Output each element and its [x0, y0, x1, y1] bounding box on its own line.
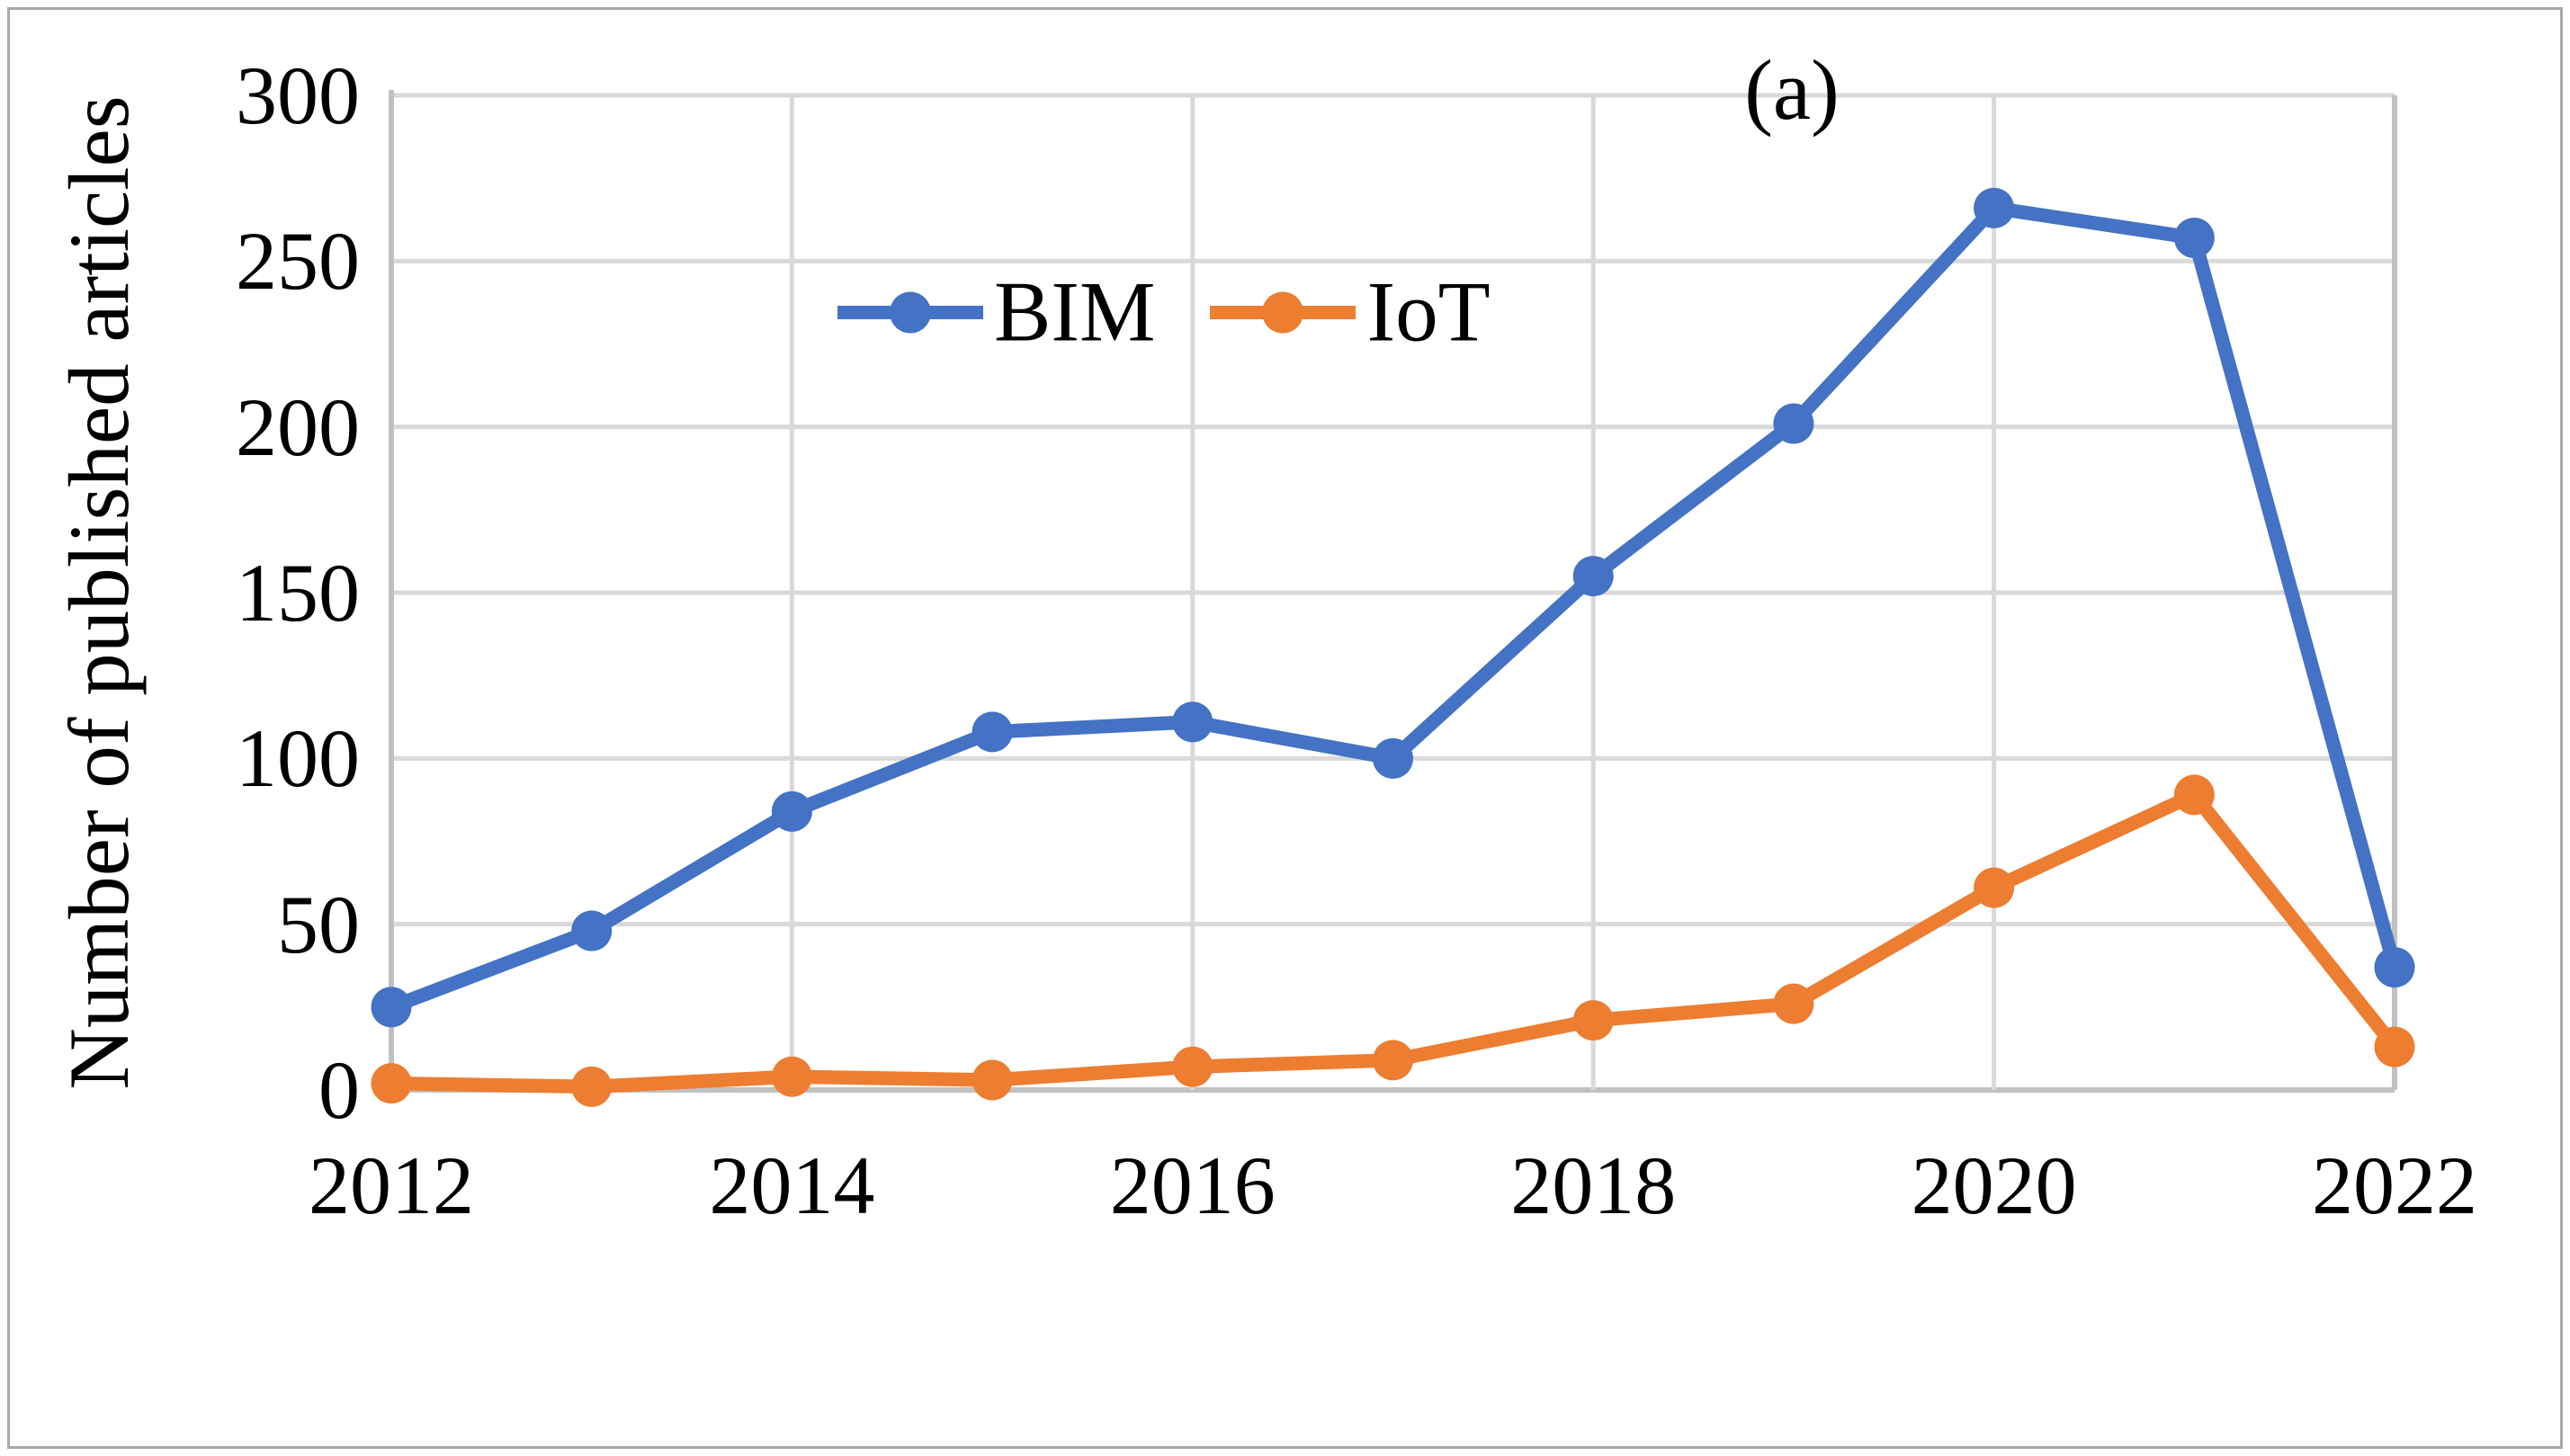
- legend-item-iot: IoT: [1210, 264, 1491, 360]
- bim-data-point-2017: [1373, 737, 1413, 779]
- y-tick-label-100: 100: [236, 712, 360, 805]
- x-tick-label-2014: 2014: [709, 1139, 875, 1231]
- x-tick-label-2018: 2018: [1510, 1139, 1677, 1231]
- iot-data-point-2012: [371, 1063, 412, 1104]
- x-tick-label-2020: 2020: [1911, 1139, 2077, 1231]
- iot-data-point-2016: [1172, 1046, 1213, 1087]
- bim-data-point-2015: [972, 711, 1013, 753]
- legend-item-bim: BIM: [837, 264, 1156, 360]
- bim-data-point-2016: [1172, 701, 1213, 743]
- legend-label-iot: IoT: [1366, 264, 1491, 360]
- y-tick-label-150: 150: [236, 547, 360, 639]
- bim-data-point-2013: [571, 910, 613, 951]
- bim-legend-marker-icon: [837, 291, 983, 333]
- bim-data-point-2018: [1572, 556, 1614, 597]
- iot-data-point-2015: [972, 1059, 1013, 1101]
- bim-data-point-2021: [2173, 218, 2215, 259]
- iot-data-point-2020: [1974, 867, 2015, 908]
- bim-data-point-2014: [771, 791, 812, 832]
- y-tick-label-200: 200: [236, 380, 360, 473]
- bim-data-point-2022: [2374, 947, 2415, 988]
- iot-data-point-2017: [1373, 1040, 1413, 1081]
- iot-data-point-2021: [2173, 774, 2215, 816]
- y-tick-label-0: 0: [318, 1044, 360, 1136]
- iot-data-point-2019: [1773, 983, 1814, 1024]
- legend: BIM IoT: [837, 264, 1491, 360]
- iot-legend-marker-icon: [1210, 291, 1357, 333]
- y-tick-label-300: 300: [236, 49, 360, 141]
- x-tick-label-2012: 2012: [309, 1139, 474, 1231]
- iot-data-point-2014: [771, 1056, 812, 1097]
- iot-data-point-2022: [2374, 1026, 2415, 1067]
- y-tick-label-50: 50: [277, 878, 360, 970]
- bim-data-point-2019: [1773, 403, 1814, 444]
- bim-data-point-2020: [1974, 187, 2015, 228]
- y-tick-label-250: 250: [236, 215, 360, 308]
- iot-data-point-2018: [1572, 1000, 1614, 1041]
- iot-data-point-2013: [571, 1066, 613, 1107]
- bim-data-point-2012: [371, 987, 412, 1028]
- legend-label-bim: BIM: [994, 264, 1156, 360]
- x-tick-label-2016: 2016: [1109, 1139, 1276, 1231]
- x-tick-label-2022: 2022: [2312, 1139, 2477, 1231]
- panel-label: (a): [1744, 42, 1840, 138]
